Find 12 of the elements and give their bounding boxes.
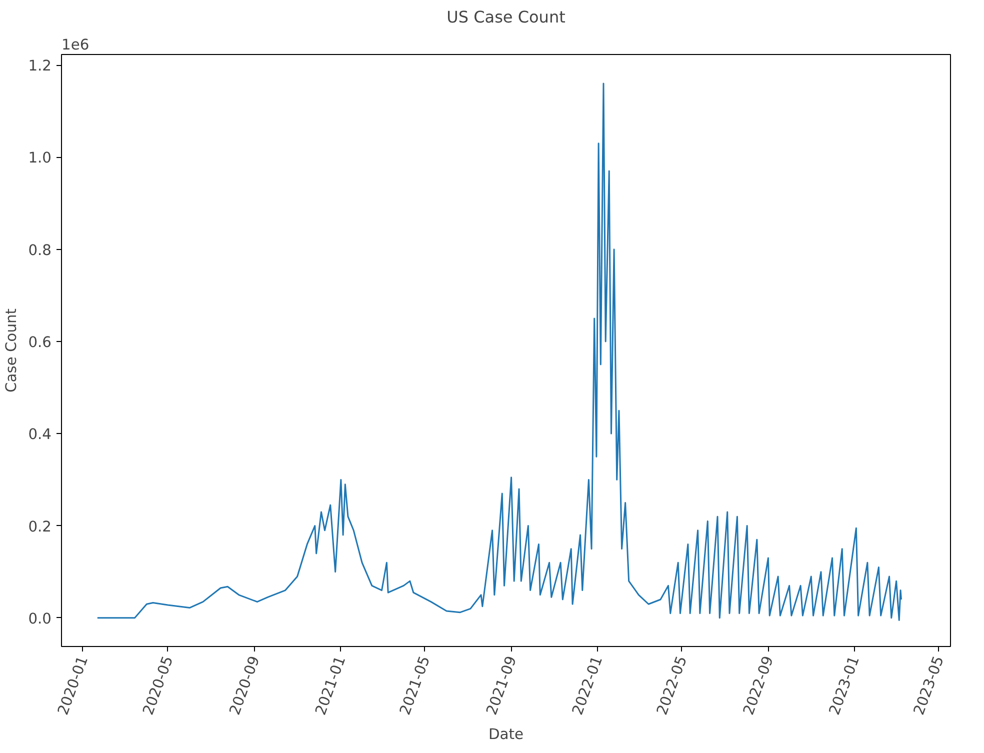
y-tick-label: 0.0 xyxy=(28,610,52,628)
line-series xyxy=(96,82,902,621)
x-axis-title: Date xyxy=(488,726,524,743)
y-tick-label: 0.8 xyxy=(28,242,52,259)
y-axis-title: Case Count xyxy=(3,308,20,393)
y-tick-label: 1.0 xyxy=(28,150,52,167)
text: 1e6 xyxy=(62,36,90,54)
y-tick-label: 1.2 xyxy=(28,58,52,75)
y-tick-label: 0.4 xyxy=(28,426,52,444)
y-tick-label: 0.6 xyxy=(28,334,52,352)
chart-title: US Case Count xyxy=(446,8,566,26)
y-tick-label: 0.2 xyxy=(28,518,52,536)
